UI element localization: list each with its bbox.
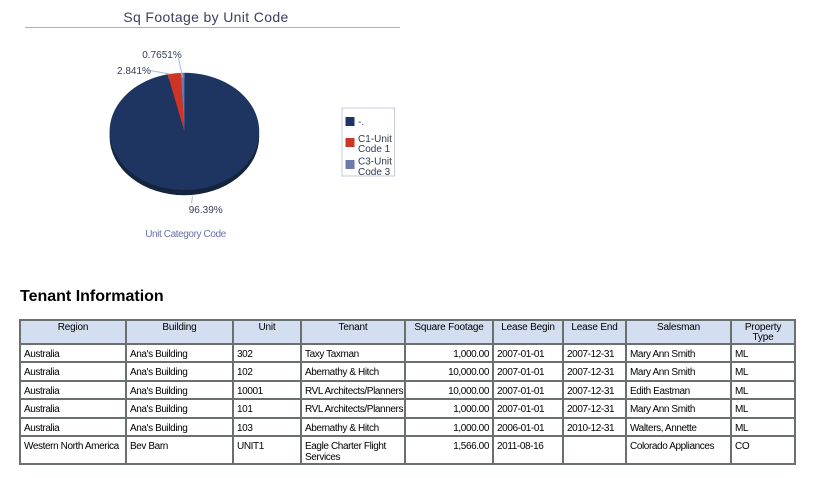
svg-text:Sq Footage by Unit Code: Sq Footage by Unit Code (123, 9, 288, 25)
svg-text:2.841%: 2.841% (117, 66, 151, 77)
svg-text:C3-Unit: C3-Unit (358, 157, 392, 168)
svg-text:-.: -. (358, 117, 364, 128)
svg-text:0.7651%: 0.7651% (142, 50, 182, 61)
svg-text:96.39%: 96.39% (189, 205, 223, 216)
svg-text:Unit Category Code: Unit Category Code (145, 229, 226, 240)
svg-text:Code 1: Code 1 (358, 144, 391, 155)
svg-text:C1-Unit: C1-Unit (358, 134, 392, 145)
svg-text:Code 3: Code 3 (358, 167, 391, 178)
